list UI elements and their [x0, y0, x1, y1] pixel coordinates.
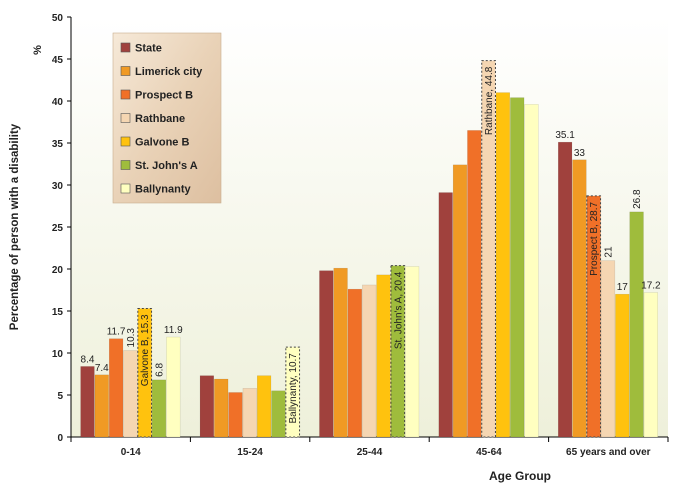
legend-swatch: [120, 183, 131, 194]
legend-label: Rathbane: [135, 113, 185, 125]
data-label: 17.2: [641, 281, 661, 292]
bar: [94, 374, 109, 438]
bar: [481, 60, 496, 438]
bar: [199, 375, 215, 438]
y-tick-label: 5: [57, 391, 63, 402]
y-axis-unit: %: [32, 45, 44, 55]
bar: [510, 97, 525, 438]
bar: [228, 392, 243, 438]
legend-label: State: [135, 43, 162, 55]
legend-label: Galvone B: [135, 137, 189, 149]
y-tick-label: 10: [52, 349, 64, 360]
x-tick-label: 0-14: [121, 447, 141, 458]
legend-box: [112, 32, 222, 204]
bar: [285, 346, 301, 438]
bar: [495, 92, 510, 438]
y-axis-title: Percentage of person with a disability: [9, 123, 21, 330]
bar: [467, 130, 482, 438]
bar: [405, 266, 420, 438]
y-tick-label: 30: [52, 181, 64, 192]
bar: [586, 195, 602, 438]
bar: [319, 270, 334, 438]
bar: [333, 267, 348, 438]
y-tick-label: 20: [52, 265, 64, 276]
bar: [123, 350, 138, 438]
legend-label: St. John's A: [135, 160, 198, 172]
y-tick-label: 50: [52, 13, 64, 24]
legend: State Limerick city Prospect B Rathbane Galv…: [112, 32, 222, 204]
y-axis: 0 5 10 15 20 25 30 35 40 45 50: [52, 13, 72, 444]
bar: [572, 159, 587, 438]
data-label: 21: [604, 246, 615, 258]
legend-swatch: [120, 89, 131, 100]
bar: [643, 292, 658, 438]
data-label: 26.8: [632, 189, 643, 209]
bar: [137, 307, 153, 438]
legend-swatch: [120, 136, 131, 147]
x-tick-label: 25-44: [357, 447, 383, 458]
data-label: 17: [617, 282, 629, 293]
x-tick-label: 45-64: [476, 447, 502, 458]
data-label: 10.3: [126, 328, 137, 348]
bar: [80, 366, 95, 438]
y-tick-label: 45: [52, 55, 64, 66]
x-tick-label: 65 years and over: [566, 447, 651, 458]
data-label: 33: [574, 148, 586, 159]
y-tick-label: 15: [52, 307, 64, 318]
bar: [452, 164, 468, 438]
bars: [80, 60, 658, 438]
bar: [600, 260, 616, 438]
x-axis-title: Age Group: [489, 469, 551, 483]
data-label: 35.1: [555, 130, 575, 141]
bar: [390, 265, 406, 438]
y-tick-label: 35: [52, 139, 64, 150]
data-label: Prospect B, 28.7: [589, 201, 600, 275]
bar: [524, 104, 539, 438]
legend-label: Prospect B: [135, 90, 193, 102]
legend-swatch: [120, 113, 131, 123]
legend-swatch: [120, 66, 131, 76]
data-label: 11.9: [164, 325, 183, 336]
data-label: 7.4: [95, 363, 109, 374]
data-label: Galvone B, 15.3: [140, 314, 151, 386]
bar: [257, 375, 272, 438]
data-label: 8.4: [81, 354, 95, 365]
y-tick-label: 25: [52, 223, 64, 234]
y-tick-label: 0: [57, 433, 63, 444]
bar: [166, 336, 181, 438]
data-label: St. John's A, 20.4: [393, 271, 404, 349]
data-label: Rathbane, 44.8: [484, 66, 495, 135]
bar: [629, 211, 644, 438]
data-label: 11.7: [107, 327, 126, 338]
x-tick-label: 15-24: [237, 447, 263, 458]
legend-label: Ballynanty: [135, 184, 192, 196]
y-tick-label: 40: [52, 97, 64, 108]
bar: [347, 288, 362, 438]
bar: [109, 338, 124, 438]
bar: [214, 378, 229, 438]
bar: [362, 284, 377, 438]
data-label: Ballynanty, 10.7: [288, 353, 299, 424]
bar: [242, 388, 257, 438]
bar: [615, 293, 630, 438]
data-label: 6.8: [155, 363, 166, 377]
bar: [438, 192, 453, 438]
x-axis: 0-14 15-24 25-44 45-64 65 years and over: [70, 436, 669, 458]
bar: [376, 274, 391, 438]
data-labels: 8.4 35.1 7.4 33 11.7 Prospect B, 28.7 10.3 Rath…: [81, 66, 662, 423]
legend-swatch: [120, 42, 131, 53]
bar: [151, 379, 167, 438]
legend-swatch: [120, 160, 131, 170]
bar: [271, 390, 286, 438]
legend-label: Limerick city: [135, 66, 203, 78]
bar: [558, 141, 573, 438]
